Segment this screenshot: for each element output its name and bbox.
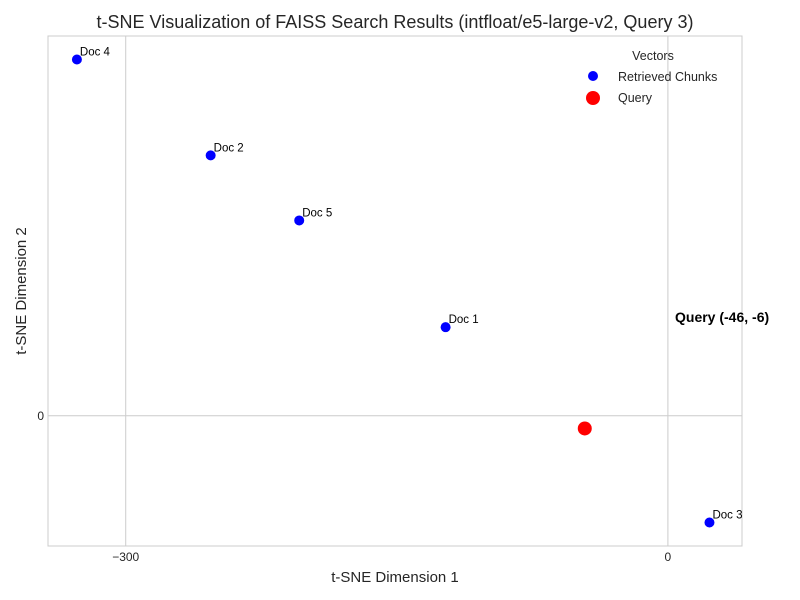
query-annotation: Query (-46, -6) (675, 309, 769, 325)
legend-title: Vectors (632, 49, 674, 63)
doc-point (440, 322, 451, 333)
plot-area (47, 35, 743, 547)
query-point (577, 421, 592, 436)
grid-lines (48, 36, 742, 546)
y-axis-label: t-SNE Dimension 2 (13, 227, 30, 355)
data-points (71, 54, 715, 528)
doc-point (294, 215, 305, 226)
y-tick-label: 0 (37, 409, 44, 423)
doc-point-label: Doc 3 (712, 509, 742, 521)
x-tick-label: 0 (665, 550, 672, 564)
legend-label-retrieved-chunks: Retrieved Chunks (618, 70, 717, 84)
x-tick-label: −300 (112, 550, 139, 564)
chart-title: t-SNE Visualization of FAISS Search Resu… (97, 12, 694, 32)
doc-point (71, 54, 82, 65)
doc-point (205, 150, 216, 161)
doc-point (704, 517, 715, 528)
doc-point-label: Doc 2 (214, 142, 244, 154)
doc-point-label: Doc 5 (302, 207, 332, 219)
doc-point-label: Doc 1 (449, 314, 479, 326)
legend-marker-query (586, 91, 600, 105)
doc-point-label: Doc 4 (80, 47, 111, 59)
legend-label-query: Query (618, 91, 653, 105)
tick-labels: −300 0 0 (37, 409, 671, 564)
x-axis-label: t-SNE Dimension 1 (331, 569, 459, 586)
legend: Vectors Retrieved Chunks Query (586, 49, 717, 105)
point-labels: Doc 4 Doc 2 Doc 5 Doc 1 Doc 3 (80, 47, 743, 522)
legend-marker-retrieved-chunks (588, 71, 598, 81)
